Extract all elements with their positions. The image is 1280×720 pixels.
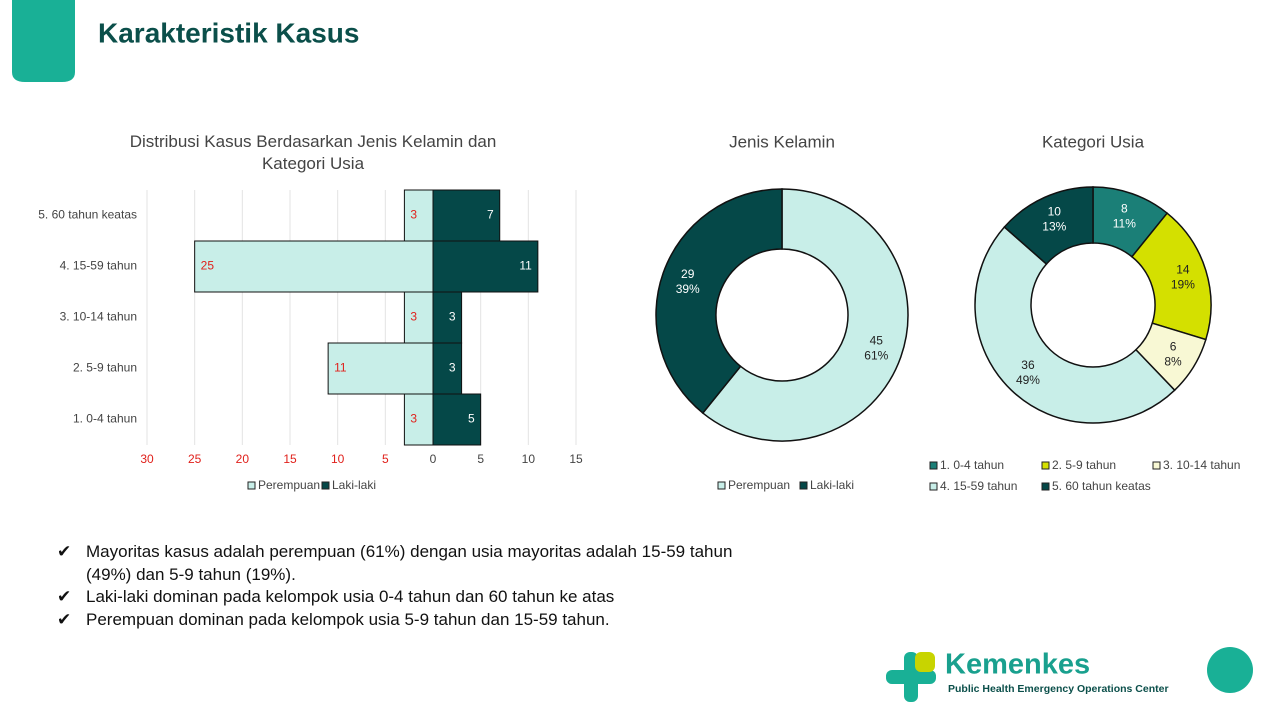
legend-label: 1. 0-4 tahun xyxy=(940,458,1004,472)
data-label-percent: 39% xyxy=(676,282,700,296)
legend-swatch xyxy=(799,481,808,490)
x-tick-label: 10 xyxy=(331,452,345,466)
deco-circle xyxy=(1207,647,1253,693)
chart-title-line: Distribusi Kasus Berdasarkan Jenis Kelam… xyxy=(130,132,497,151)
y-tick-label: 1. 0-4 tahun xyxy=(73,412,137,426)
bar xyxy=(432,189,501,242)
data-label-percent: 61% xyxy=(864,348,888,362)
bar xyxy=(327,342,434,395)
bar xyxy=(403,189,434,242)
data-label: 36 xyxy=(1021,358,1035,372)
x-tick-label: 15 xyxy=(283,452,297,466)
check-icon: ✔ xyxy=(57,610,72,629)
chart-title: Kategori Usia xyxy=(1042,132,1145,151)
chart-title-line: Kategori Usia xyxy=(262,154,365,173)
pie-slice xyxy=(655,188,783,415)
y-tick-label: 5. 60 tahun keatas xyxy=(38,208,137,222)
logo-icon xyxy=(886,652,936,702)
legend-label: Laki-laki xyxy=(332,478,376,492)
data-label: 6 xyxy=(1170,339,1177,353)
bar xyxy=(403,393,434,446)
data-label: 8 xyxy=(1121,202,1128,216)
x-tick-label: 5 xyxy=(382,452,389,466)
legend-label: 2. 5-9 tahun xyxy=(1052,458,1116,472)
data-label: 10 xyxy=(1048,205,1062,219)
header-tab xyxy=(12,0,75,82)
bullet-text: Laki-laki dominan pada kelompok usia 0-4… xyxy=(86,587,615,606)
bullet-text: Perempuan dominan pada kelompok usia 5-9… xyxy=(86,610,610,629)
legend-swatch xyxy=(1041,461,1050,470)
data-label-percent: 49% xyxy=(1016,373,1040,387)
x-tick-label: 10 xyxy=(522,452,536,466)
legend-label: 5. 60 tahun keatas xyxy=(1052,479,1151,493)
data-label: 45 xyxy=(870,333,884,347)
data-label: 3 xyxy=(410,412,417,426)
legend-swatch xyxy=(321,481,330,490)
data-label-percent: 11% xyxy=(1113,217,1136,231)
x-tick-label: 25 xyxy=(188,452,202,466)
x-tick-label: 0 xyxy=(430,452,437,466)
legend-swatch xyxy=(1041,482,1050,491)
check-icon: ✔ xyxy=(57,587,72,606)
data-label-percent: 19% xyxy=(1171,278,1195,292)
pie-slice xyxy=(974,225,1176,424)
data-label-percent: 8% xyxy=(1164,354,1182,368)
data-label: 7 xyxy=(487,208,494,222)
chart-title: Distribusi Kasus Berdasarkan Jenis Kelam… xyxy=(130,132,497,173)
data-label: 3 xyxy=(410,208,417,222)
bullet: ✔ Perempuan dominan pada kelompok usia 5-… xyxy=(57,608,777,631)
legend-swatch xyxy=(247,481,256,490)
slide-title: Karakteristik Kasus xyxy=(98,17,359,48)
bar xyxy=(432,342,463,395)
bar xyxy=(194,240,434,293)
legend-label: Laki-laki xyxy=(810,478,854,492)
data-label: 3 xyxy=(410,310,417,324)
legend-swatch xyxy=(717,481,726,490)
y-tick-label: 4. 15-59 tahun xyxy=(60,259,137,273)
pie-slice xyxy=(1003,186,1094,266)
legend-label: 3. 10-14 tahun xyxy=(1163,458,1240,472)
legend-label: Perempuan xyxy=(728,478,790,492)
data-label: 14 xyxy=(1176,263,1190,277)
check-icon: ✔ xyxy=(57,542,72,561)
x-tick-label: 20 xyxy=(236,452,250,466)
legend-label: 4. 15-59 tahun xyxy=(940,479,1017,493)
chart-title: Jenis Kelamin xyxy=(729,132,835,151)
data-label-percent: 13% xyxy=(1042,220,1066,234)
logo-name: Kemenkes xyxy=(945,649,1090,681)
data-label: 11 xyxy=(334,361,347,375)
x-tick-label: 30 xyxy=(140,452,154,466)
x-tick-label: 15 xyxy=(569,452,583,466)
bullet-text: Mayoritas kasus adalah perempuan (61%) d… xyxy=(86,542,733,584)
x-tick-label: 5 xyxy=(477,452,484,466)
legend-swatch xyxy=(929,482,938,491)
bullet: ✔ Mayoritas kasus adalah perempuan (61%) … xyxy=(57,540,777,586)
bar xyxy=(432,240,539,293)
bar xyxy=(403,291,434,344)
logo-subtitle: Public Health Emergency Operations Cente… xyxy=(948,683,1169,695)
y-tick-label: 2. 5-9 tahun xyxy=(73,361,137,375)
bar xyxy=(432,291,463,344)
y-tick-label: 3. 10-14 tahun xyxy=(60,310,137,324)
data-label: 29 xyxy=(681,267,695,281)
legend-label: Perempuan xyxy=(258,478,320,492)
legend-swatch xyxy=(929,461,938,470)
data-label: 25 xyxy=(201,259,215,273)
data-label: 11 xyxy=(519,259,532,273)
data-label: 3 xyxy=(449,310,456,324)
bullet: ✔ Laki-laki dominan pada kelompok usia 0-… xyxy=(57,585,777,608)
pie-slice xyxy=(701,188,909,442)
data-label: 3 xyxy=(449,361,456,375)
data-label: 5 xyxy=(468,412,475,426)
legend-swatch xyxy=(1152,461,1161,470)
